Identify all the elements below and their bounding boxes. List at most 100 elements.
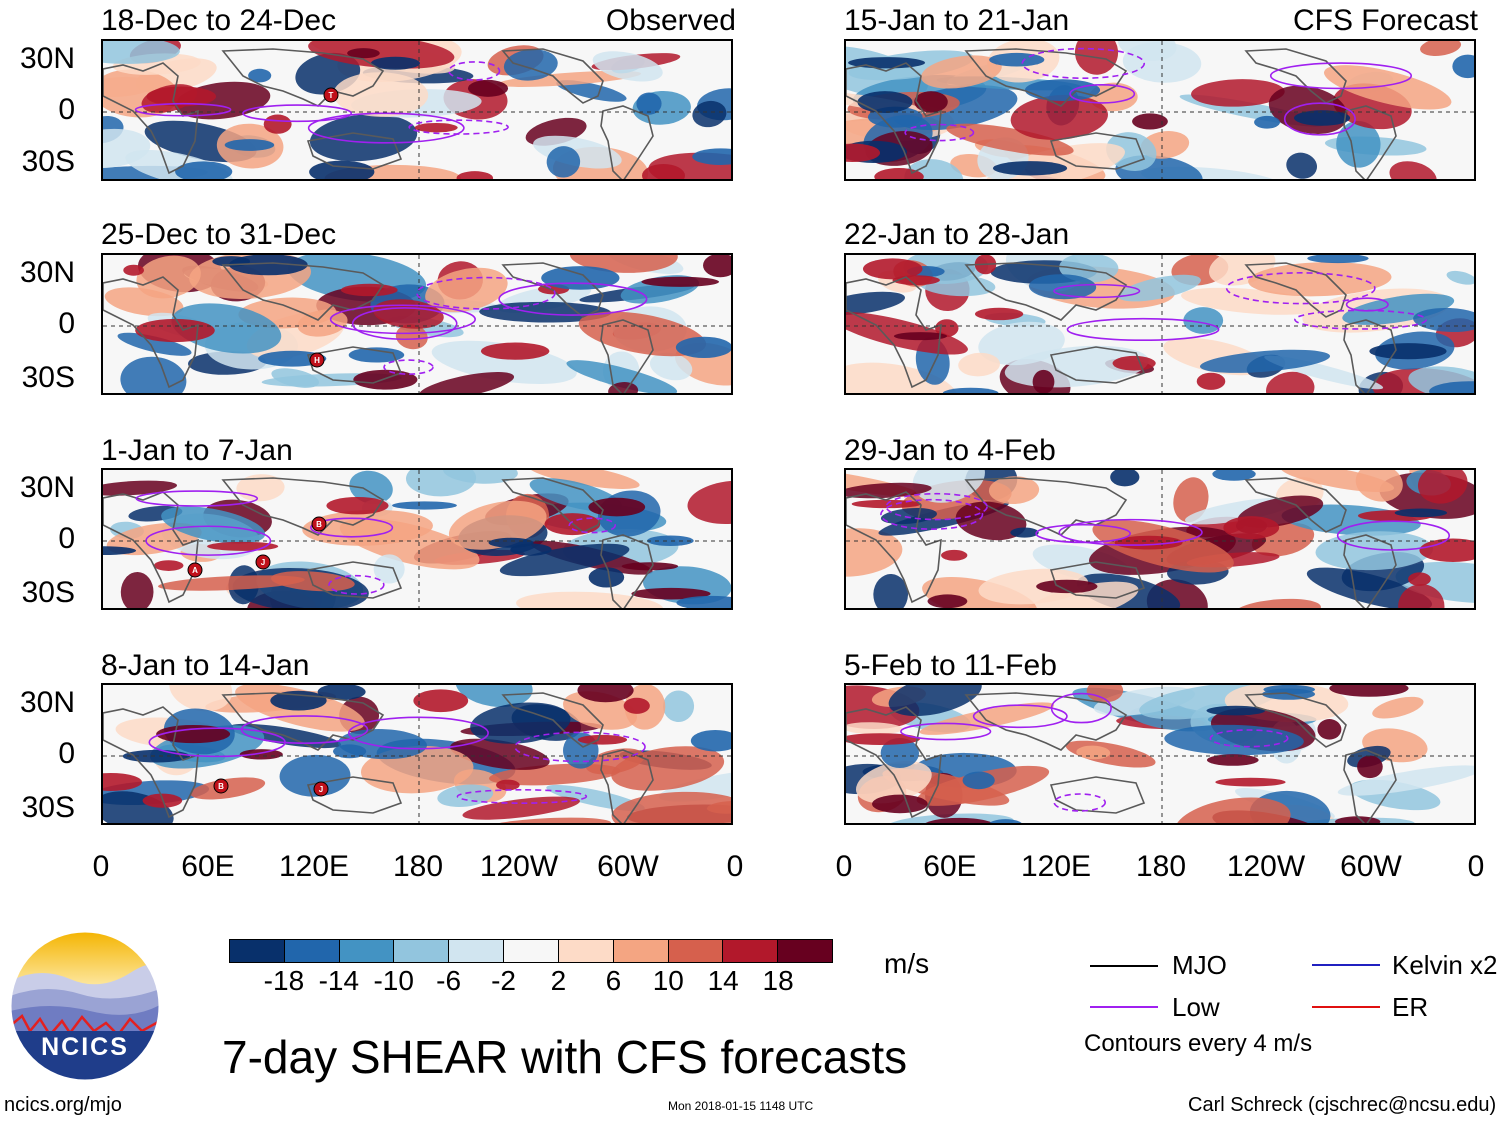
lat-label-30n-1: 30N <box>19 42 75 75</box>
lon-label-120w-right: 120W <box>1226 850 1306 883</box>
svg-text:J: J <box>319 785 323 794</box>
panel-title-obs-4: 8-Jan to 14-Jan <box>101 649 310 682</box>
lon-label-60w-left: 60W <box>597 850 659 883</box>
colorbar-swatch <box>230 940 284 962</box>
footer-timestamp: Mon 2018-01-15 1148 UTC <box>668 1099 814 1113</box>
storm-marker: A <box>187 562 203 578</box>
colorbar-swatch <box>283 940 339 962</box>
lon-label-180-right: 180 <box>1135 850 1187 883</box>
lon-label-0-end-left: 0 <box>726 850 744 883</box>
map-panel-obs-1: T <box>101 39 733 181</box>
map-panel-fcst-1 <box>844 39 1476 181</box>
lat-label-eq-4: 0 <box>58 737 75 770</box>
shear-field <box>846 255 1474 393</box>
footer-credit: Carl Schreck (cjschrec@ncsu.edu) <box>1188 1094 1497 1116</box>
lat-label-eq-1: 0 <box>58 93 75 126</box>
forecast-label: CFS Forecast <box>1292 4 1478 37</box>
lon-label-0-end-right: 0 <box>1467 850 1485 883</box>
lat-label-30s-2: 30S <box>21 361 75 394</box>
lon-label-0-right: 0 <box>835 850 853 883</box>
colorbar-tick-label: 10 <box>652 965 684 996</box>
shear-field: H <box>103 255 731 393</box>
lat-label-30s-4: 30S <box>21 791 75 824</box>
colorbar-tick-label: -10 <box>373 965 414 996</box>
lon-label-120e-right: 120E <box>1020 850 1092 883</box>
colorbar-tick-label: 2 <box>550 965 567 996</box>
colorbar-swatch <box>393 940 449 962</box>
panel-title-obs-2: 25-Dec to 31-Dec <box>101 218 337 251</box>
ncics-logo[interactable]: NCICS <box>10 931 160 1081</box>
panel-title-obs-1: 18-Dec to 24-Dec <box>101 4 337 37</box>
map-panel-fcst-3 <box>844 468 1476 610</box>
storm-marker: H <box>309 352 325 368</box>
svg-text:J: J <box>261 558 265 567</box>
shear-field: T <box>103 41 731 179</box>
lat-label-30n-2: 30N <box>19 256 75 289</box>
legend-contour-note: Contours every 4 m/s <box>1084 1030 1313 1057</box>
main-title: 7-day SHEAR with CFS forecasts <box>222 1031 908 1083</box>
colorbar-tick-label: 14 <box>707 965 739 996</box>
lat-label-30n-3: 30N <box>19 471 75 504</box>
colorbar-swatch <box>667 940 723 962</box>
map-panel-obs-2: H <box>101 253 733 395</box>
legend-label-kelvin: Kelvin x2 <box>1392 950 1498 980</box>
legend-line-low <box>1090 1006 1158 1008</box>
legend-line-mjo <box>1090 965 1158 967</box>
lon-label-120w-left: 120W <box>479 850 559 883</box>
colorbar-swatch <box>612 940 668 962</box>
svg-text:H: H <box>314 356 320 365</box>
legend-line-kelvin <box>1312 964 1380 966</box>
map-panel-fcst-4 <box>844 683 1476 825</box>
lat-label-30n-4: 30N <box>19 686 75 719</box>
shear-field <box>846 470 1474 608</box>
shear-field <box>846 685 1474 823</box>
storm-marker: J <box>255 554 271 570</box>
storm-marker: B <box>311 516 327 532</box>
colorbar-tick-label: 6 <box>605 965 622 996</box>
colorbar-swatch <box>777 940 832 962</box>
colorbar-tick-label: -2 <box>491 965 516 996</box>
lat-label-30s-1: 30S <box>21 145 75 178</box>
panel-title-fcst-4: 5-Feb to 11-Feb <box>844 649 1057 682</box>
panel-title-fcst-2: 22-Jan to 28-Jan <box>844 218 1070 251</box>
lon-label-60e-right: 60E <box>923 850 977 883</box>
colorbar-swatch <box>338 940 394 962</box>
colorbar-tick-label: -18 <box>263 965 305 996</box>
legend-label-mjo: MJO <box>1172 950 1227 980</box>
colorbar <box>229 939 833 963</box>
colorbar-swatch <box>448 940 504 962</box>
colorbar-unit: m/s <box>884 948 930 979</box>
map-panel-fcst-2 <box>844 253 1476 395</box>
lon-label-60w-right: 60W <box>1340 850 1402 883</box>
colorbar-tick-label: -14 <box>318 965 360 996</box>
colorbar-tick-label: 18 <box>762 965 794 996</box>
lat-label-30s-3: 30S <box>21 576 75 609</box>
shear-field <box>846 41 1474 179</box>
svg-text:B: B <box>316 520 322 529</box>
svg-text:T: T <box>329 91 334 100</box>
lon-label-180-left: 180 <box>392 850 444 883</box>
colorbar-swatch <box>503 940 558 962</box>
lon-label-0-left: 0 <box>92 850 110 883</box>
panel-title-fcst-1: 15-Jan to 21-Jan <box>844 4 1070 37</box>
footer-url[interactable]: ncics.org/mjo <box>4 1094 122 1116</box>
lon-label-120e-left: 120E <box>278 850 350 883</box>
ncics-logo-graphic <box>10 931 160 1081</box>
storm-marker: T <box>323 87 339 103</box>
svg-text:A: A <box>192 566 198 575</box>
lat-label-eq-2: 0 <box>58 307 75 340</box>
storm-marker: B <box>213 778 229 794</box>
panel-title-fcst-3: 29-Jan to 4-Feb <box>844 434 1056 467</box>
legend-line-er <box>1312 1006 1380 1008</box>
colorbar-tick-label: -6 <box>436 965 462 996</box>
lat-label-eq-3: 0 <box>58 522 75 555</box>
colorbar-swatch <box>557 940 613 962</box>
observed-label: Observed <box>605 4 736 37</box>
legend-label-low: Low <box>1172 992 1220 1022</box>
ncics-logo-text: NCICS <box>41 1033 129 1061</box>
panel-title-obs-3: 1-Jan to 7-Jan <box>101 434 293 467</box>
colorbar-swatch <box>722 940 778 962</box>
map-panel-obs-3: A J B <box>101 468 733 610</box>
svg-text:B: B <box>218 782 224 791</box>
